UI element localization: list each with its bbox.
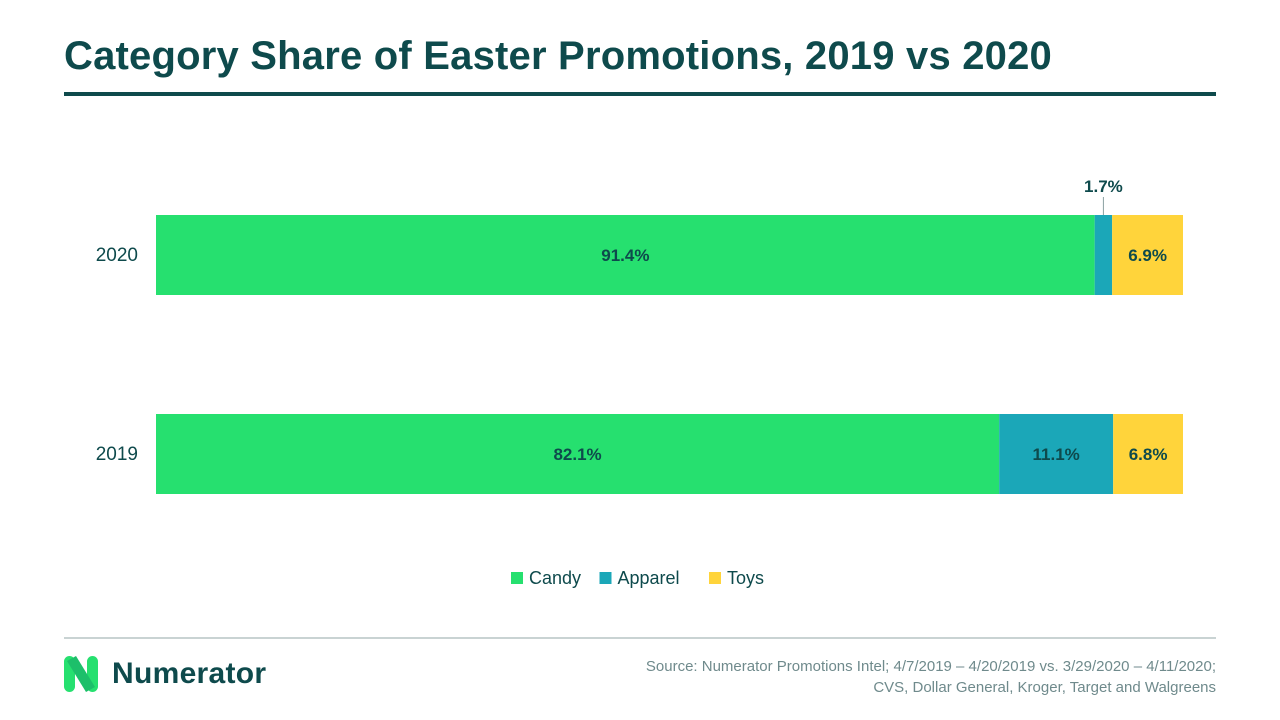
data-label-apparel-2019: 11.1% [1033,445,1080,464]
title-divider [64,92,1216,96]
category-label-2019: 2019 [96,444,138,465]
bar-candy-2020 [156,215,1095,295]
source-note: Source: Numerator Promotions Intel; 4/7/… [646,656,1216,698]
legend-swatch-candy [511,572,523,584]
legend-label-candy: Candy [529,568,581,588]
bar-candy-2019 [156,414,1000,494]
numerator-logo: Numerator [64,656,266,692]
data-label-toys-2020: 6.9% [1128,246,1167,265]
data-label-toys-2019: 6.8% [1129,445,1168,464]
category-label-2020: 2020 [96,245,138,266]
data-label-candy-2020: 91.4% [601,246,649,265]
data-label-candy-2019: 82.1% [553,445,601,464]
footer-divider [64,637,1216,639]
bar-toys-2019 [1113,414,1183,494]
bar-toys-2020 [1112,215,1183,295]
source-line-2: CVS, Dollar General, Kroger, Target and … [873,679,1216,696]
stacked-bar-chart: 2020 91.4% 1.7% 6.9% 2019 82.1% 11.1% 6.8% Candy… [96,177,1183,588]
legend-label-toys: Toys [727,568,764,588]
data-label-apparel-2020: 1.7% [1084,177,1123,196]
chart-title: Category Share of Easter Promotions, 201… [64,34,1053,78]
bar-apparel-2020 [1094,215,1113,295]
bar-apparel-2019 [999,414,1114,494]
legend-swatch-apparel [599,572,612,584]
logo-wordmark: Numerator [112,657,267,690]
legend-label-apparel: Apparel [618,568,680,588]
source-line-1: Source: Numerator Promotions Intel; 4/7/… [645,658,1216,675]
numerator-n-icon [64,656,98,692]
legend-swatch-toys [709,572,721,584]
